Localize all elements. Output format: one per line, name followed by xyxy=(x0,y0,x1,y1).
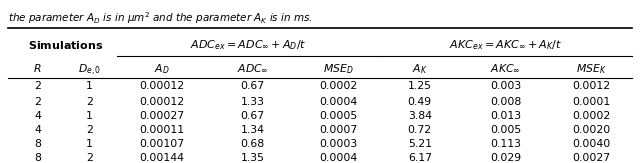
Text: 2: 2 xyxy=(35,97,41,107)
Text: 0.0027: 0.0027 xyxy=(572,153,611,163)
Text: $ADC_{\infty}$: $ADC_{\infty}$ xyxy=(237,62,268,74)
Text: $A_D$: $A_D$ xyxy=(154,62,170,76)
Text: $ADC_{ex} = ADC_{\infty} + A_D/t$: $ADC_{ex} = ADC_{\infty} + A_D/t$ xyxy=(189,38,307,52)
Text: 0.0002: 0.0002 xyxy=(572,111,611,121)
Text: 0.49: 0.49 xyxy=(408,97,432,107)
Text: 0.00012: 0.00012 xyxy=(140,81,185,91)
Text: 0.113: 0.113 xyxy=(490,139,521,149)
Text: 2: 2 xyxy=(35,81,41,91)
Text: 0.013: 0.013 xyxy=(490,111,521,121)
Text: 8: 8 xyxy=(35,139,41,149)
Text: 4: 4 xyxy=(35,125,41,135)
Text: 1: 1 xyxy=(86,81,93,91)
Text: 0.0005: 0.0005 xyxy=(319,111,357,121)
Text: $MSE_D$: $MSE_D$ xyxy=(323,62,353,76)
Text: 0.003: 0.003 xyxy=(490,81,521,91)
Text: $R$: $R$ xyxy=(33,62,42,74)
Text: 0.0020: 0.0020 xyxy=(572,125,611,135)
Text: $A_K$: $A_K$ xyxy=(412,62,428,76)
Text: 0.0001: 0.0001 xyxy=(572,97,611,107)
Text: 6.17: 6.17 xyxy=(408,153,432,163)
Text: 8: 8 xyxy=(35,153,41,163)
Text: 1.33: 1.33 xyxy=(241,97,264,107)
Text: 0.0040: 0.0040 xyxy=(572,139,611,149)
Text: 0.0004: 0.0004 xyxy=(319,97,357,107)
Text: 0.68: 0.68 xyxy=(240,139,264,149)
Text: 2: 2 xyxy=(86,125,93,135)
Text: 3.84: 3.84 xyxy=(408,111,432,121)
Text: the parameter $A_D$ is in $\mu m^2$ and the parameter $A_K$ is in $ms$.: the parameter $A_D$ is in $\mu m^2$ and … xyxy=(8,11,313,26)
Text: 0.008: 0.008 xyxy=(490,97,521,107)
Text: 1.25: 1.25 xyxy=(408,81,432,91)
Text: 1.34: 1.34 xyxy=(241,125,264,135)
Text: 0.67: 0.67 xyxy=(240,81,264,91)
Text: 1: 1 xyxy=(86,139,93,149)
Text: 1: 1 xyxy=(86,111,93,121)
Text: 0.029: 0.029 xyxy=(490,153,521,163)
Text: 0.67: 0.67 xyxy=(240,111,264,121)
Text: $AKC_{\infty}$: $AKC_{\infty}$ xyxy=(490,62,521,74)
Text: $D_{e,0}$: $D_{e,0}$ xyxy=(77,62,101,78)
Text: 0.72: 0.72 xyxy=(408,125,432,135)
Text: $\bf{Simulations}$: $\bf{Simulations}$ xyxy=(28,38,104,51)
Text: 0.0007: 0.0007 xyxy=(319,125,357,135)
Text: 0.00027: 0.00027 xyxy=(140,111,185,121)
Text: 0.00012: 0.00012 xyxy=(140,97,185,107)
Text: 0.005: 0.005 xyxy=(490,125,521,135)
Text: 4: 4 xyxy=(35,111,41,121)
Text: $MSE_K$: $MSE_K$ xyxy=(576,62,607,76)
Text: $AKC_{ex} = AKC_{\infty} + A_K/t$: $AKC_{ex} = AKC_{\infty} + A_K/t$ xyxy=(449,38,562,52)
Text: 2: 2 xyxy=(86,97,93,107)
Text: 0.00144: 0.00144 xyxy=(140,153,185,163)
Text: 2: 2 xyxy=(86,153,93,163)
Text: 0.0012: 0.0012 xyxy=(572,81,611,91)
Text: 1.35: 1.35 xyxy=(241,153,264,163)
Text: 0.0003: 0.0003 xyxy=(319,139,357,149)
Text: 0.0002: 0.0002 xyxy=(319,81,357,91)
Text: 0.00107: 0.00107 xyxy=(140,139,185,149)
Text: 0.0004: 0.0004 xyxy=(319,153,357,163)
Text: 0.00011: 0.00011 xyxy=(140,125,185,135)
Text: 5.21: 5.21 xyxy=(408,139,432,149)
